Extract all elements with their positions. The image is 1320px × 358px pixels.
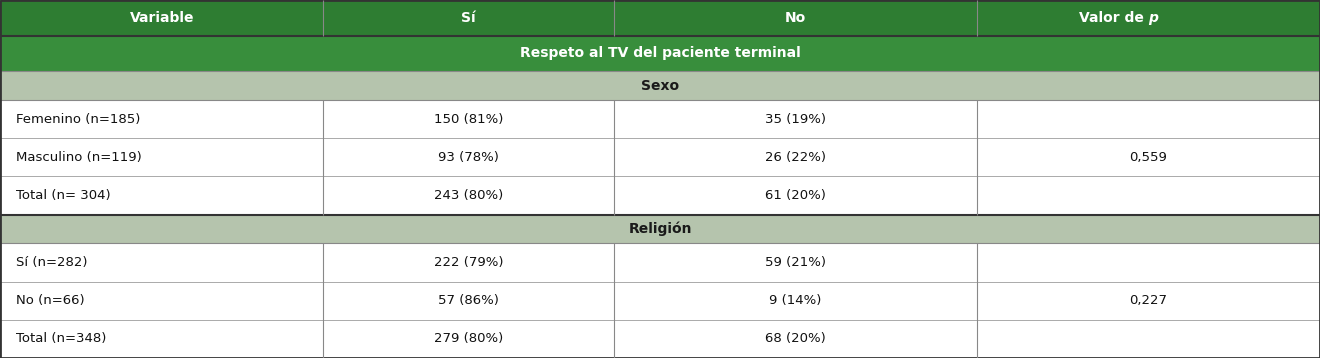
Bar	[614, 100, 977, 138]
Bar	[0, 100, 323, 138]
Bar	[0, 243, 323, 282]
Text: 9 (14%): 9 (14%)	[770, 294, 821, 307]
Text: 26 (22%): 26 (22%)	[764, 151, 826, 164]
Bar	[977, 176, 1320, 214]
Bar	[323, 282, 614, 320]
Bar	[977, 282, 1320, 320]
Bar	[0, 214, 1320, 243]
Text: 0,227: 0,227	[1130, 294, 1167, 307]
Text: 243 (80%): 243 (80%)	[434, 189, 503, 202]
Text: 0,559: 0,559	[1130, 151, 1167, 164]
Bar	[323, 0, 614, 35]
Text: p: p	[1148, 11, 1158, 25]
Text: 93 (78%): 93 (78%)	[438, 151, 499, 164]
Text: 68 (20%): 68 (20%)	[764, 333, 826, 345]
Text: No: No	[784, 11, 807, 25]
Bar	[977, 0, 1320, 35]
Bar	[614, 243, 977, 282]
Bar	[0, 0, 323, 35]
Text: Sí (n=282): Sí (n=282)	[16, 256, 87, 269]
Text: No (n=66): No (n=66)	[16, 294, 84, 307]
Bar	[323, 243, 614, 282]
Text: 150 (81%): 150 (81%)	[434, 113, 503, 126]
Text: Variable: Variable	[129, 11, 194, 25]
Bar	[0, 35, 1320, 71]
Bar	[323, 176, 614, 214]
Bar	[0, 320, 323, 358]
Text: 222 (79%): 222 (79%)	[434, 256, 503, 269]
Text: Total (n=348): Total (n=348)	[16, 333, 106, 345]
Bar	[323, 138, 614, 176]
Text: 59 (21%): 59 (21%)	[764, 256, 826, 269]
Text: Valor de: Valor de	[1078, 11, 1148, 25]
Bar	[977, 243, 1320, 282]
Text: Masculino (n=119): Masculino (n=119)	[16, 151, 141, 164]
Text: 61 (20%): 61 (20%)	[764, 189, 826, 202]
Text: 35 (19%): 35 (19%)	[764, 113, 826, 126]
Text: 57 (86%): 57 (86%)	[438, 294, 499, 307]
Bar	[0, 282, 323, 320]
Bar	[614, 176, 977, 214]
Bar	[0, 138, 323, 176]
Bar	[0, 176, 323, 214]
Text: Femenino (n=185): Femenino (n=185)	[16, 113, 140, 126]
Text: Respeto al TV del paciente terminal: Respeto al TV del paciente terminal	[520, 46, 800, 60]
Text: Sexo: Sexo	[642, 78, 678, 93]
Bar	[977, 100, 1320, 138]
Text: 279 (80%): 279 (80%)	[434, 333, 503, 345]
Text: Sí: Sí	[461, 11, 477, 25]
Text: Total (n= 304): Total (n= 304)	[16, 189, 111, 202]
Text: Religión: Religión	[628, 222, 692, 236]
Bar	[323, 320, 614, 358]
Bar	[977, 320, 1320, 358]
Bar	[614, 320, 977, 358]
Bar	[614, 0, 977, 35]
Bar	[614, 282, 977, 320]
Bar	[323, 100, 614, 138]
Bar	[0, 71, 1320, 100]
Bar	[977, 138, 1320, 176]
Bar	[614, 138, 977, 176]
